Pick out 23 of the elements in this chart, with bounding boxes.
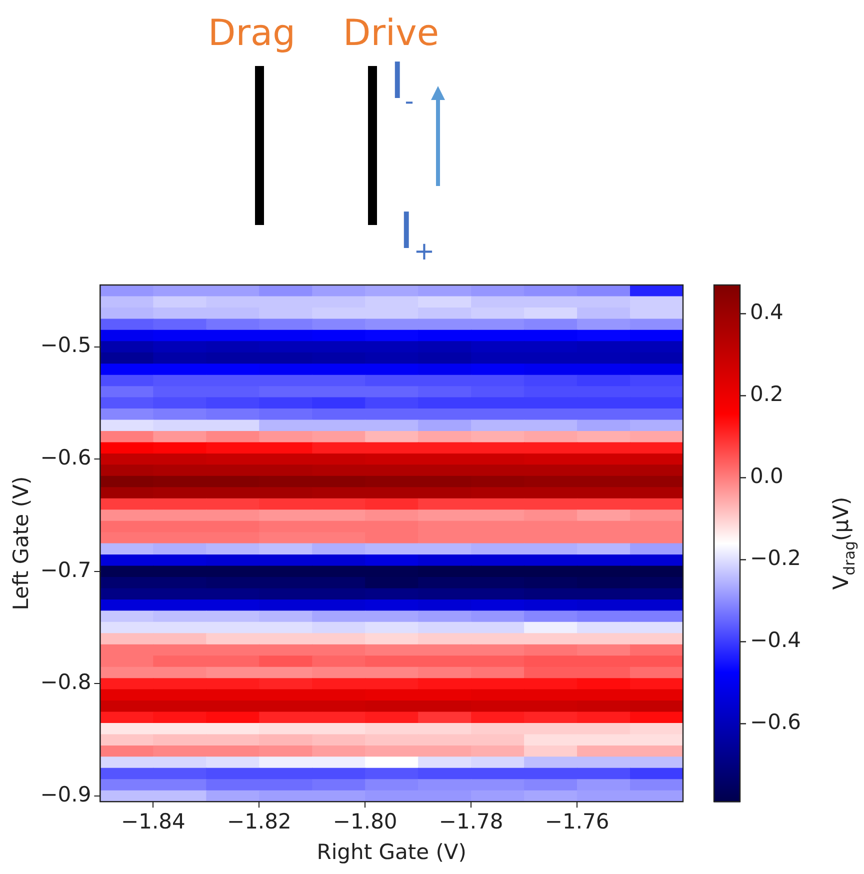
color-bar-label: −0.2 bbox=[750, 546, 801, 570]
text: Drive bbox=[343, 13, 439, 54]
x-tick-label: −1.84 bbox=[120, 810, 186, 834]
text: I$_{-}$ bbox=[390, 52, 414, 116]
color-bar-label: 0.0 bbox=[750, 464, 784, 488]
color-bar-label: −0.6 bbox=[750, 710, 801, 734]
x-tick-label: −1.82 bbox=[226, 810, 292, 834]
y-tick-label: −0.6 bbox=[40, 446, 92, 470]
y-tick-label: −0.7 bbox=[40, 558, 92, 582]
color-bar-title: Vdrag(μV) bbox=[829, 496, 858, 590]
color-bar-label: 0.2 bbox=[750, 382, 784, 406]
x-tick-label: −1.78 bbox=[438, 810, 504, 834]
color-bar-label: 0.4 bbox=[750, 300, 784, 324]
x-tick-label: −1.76 bbox=[544, 810, 610, 834]
text: I$_{+}$ bbox=[399, 202, 435, 266]
y-axis-title: Left Gate (V) bbox=[9, 476, 34, 610]
text: Drag bbox=[208, 13, 296, 54]
y-tick-label: −0.9 bbox=[40, 782, 92, 806]
x-tick-label: −1.80 bbox=[332, 810, 398, 834]
y-tick-label: −0.5 bbox=[40, 333, 92, 358]
y-tick-label: −0.8 bbox=[40, 670, 92, 694]
x-axis-title: Right Gate (V) bbox=[316, 840, 466, 864]
color-bar-label: −0.4 bbox=[750, 628, 801, 652]
